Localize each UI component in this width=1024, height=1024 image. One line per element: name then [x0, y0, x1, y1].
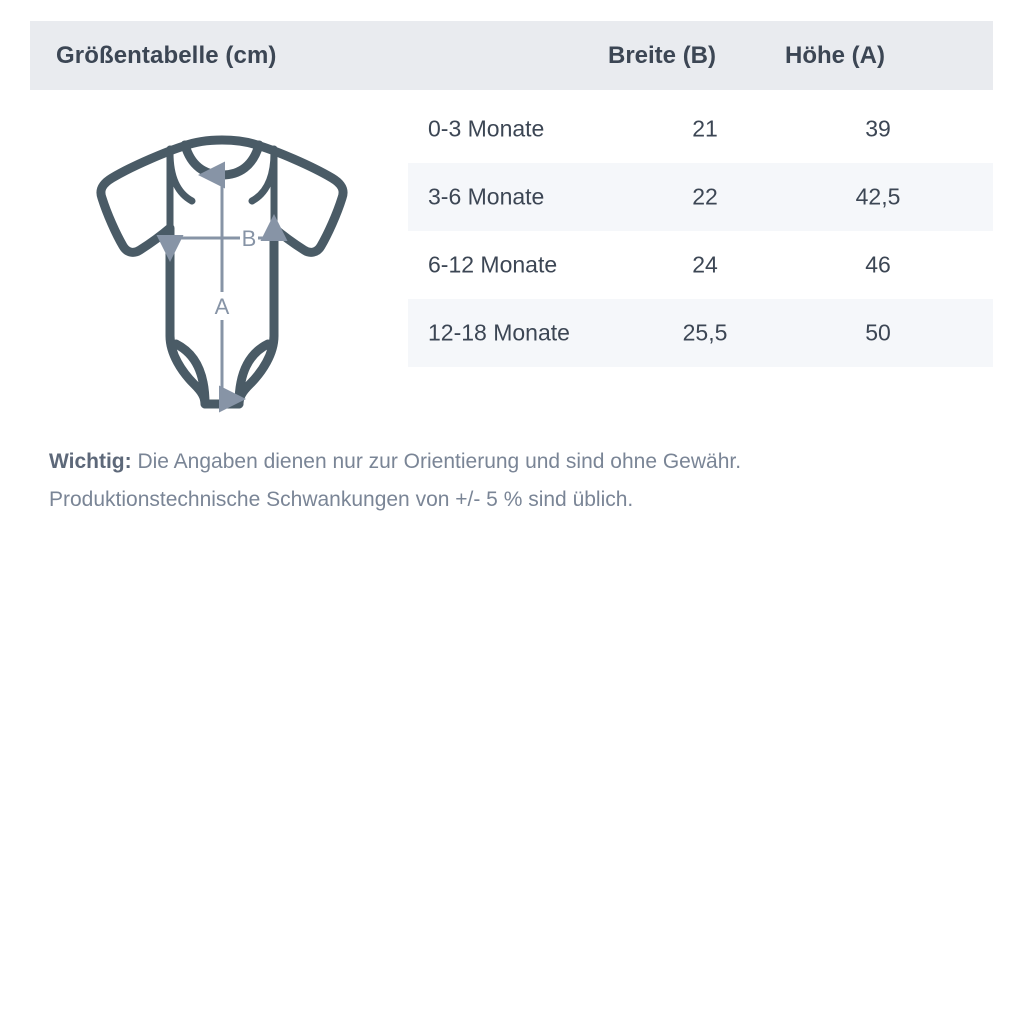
cell-width: 24: [692, 251, 718, 278]
table-row: 12-18 Monate 25,5 50: [408, 299, 993, 367]
cell-width: 22: [692, 183, 718, 210]
cell-height: 42,5: [855, 183, 901, 210]
cell-size: 0-3 Monate: [428, 115, 545, 142]
page-title: Größentabelle (cm): [56, 42, 277, 69]
table-header-band: [30, 21, 993, 90]
bodysuit-illustration: A B: [72, 122, 372, 422]
disclaimer-line-2: Produktionstechnische Schwankungen von +…: [49, 488, 634, 511]
cell-width: 25,5: [682, 319, 728, 346]
neckline: [180, 140, 264, 180]
label-height: A: [215, 294, 230, 319]
table-row: 3-6 Monate 22 42,5: [408, 163, 993, 231]
disclaimer-note: Wichtig: Die Angaben dienen nur zur Orie…: [49, 443, 979, 519]
label-width: B: [242, 226, 257, 251]
column-header-width: Breite (B): [607, 42, 717, 69]
cell-height: 50: [865, 319, 891, 346]
cell-size: 6-12 Monate: [428, 251, 558, 278]
cell-height: 39: [865, 115, 891, 142]
disclaimer-lead: Wichtig:: [49, 450, 132, 473]
table-row: 6-12 Monate 24 46: [408, 231, 993, 299]
cell-size: 12-18 Monate: [428, 319, 570, 346]
size-table-body: 0-3 Monate 21 39 3-6 Monate 22 42,5 6-12…: [408, 95, 993, 367]
table-row: 0-3 Monate 21 39: [408, 95, 993, 163]
disclaimer-line-1: Die Angaben dienen nur zur Orientierung …: [131, 450, 742, 473]
cell-height: 46: [865, 251, 891, 278]
column-header-height: Höhe (A): [785, 42, 885, 69]
cell-size: 3-6 Monate: [428, 183, 545, 210]
cell-width: 21: [692, 115, 718, 142]
